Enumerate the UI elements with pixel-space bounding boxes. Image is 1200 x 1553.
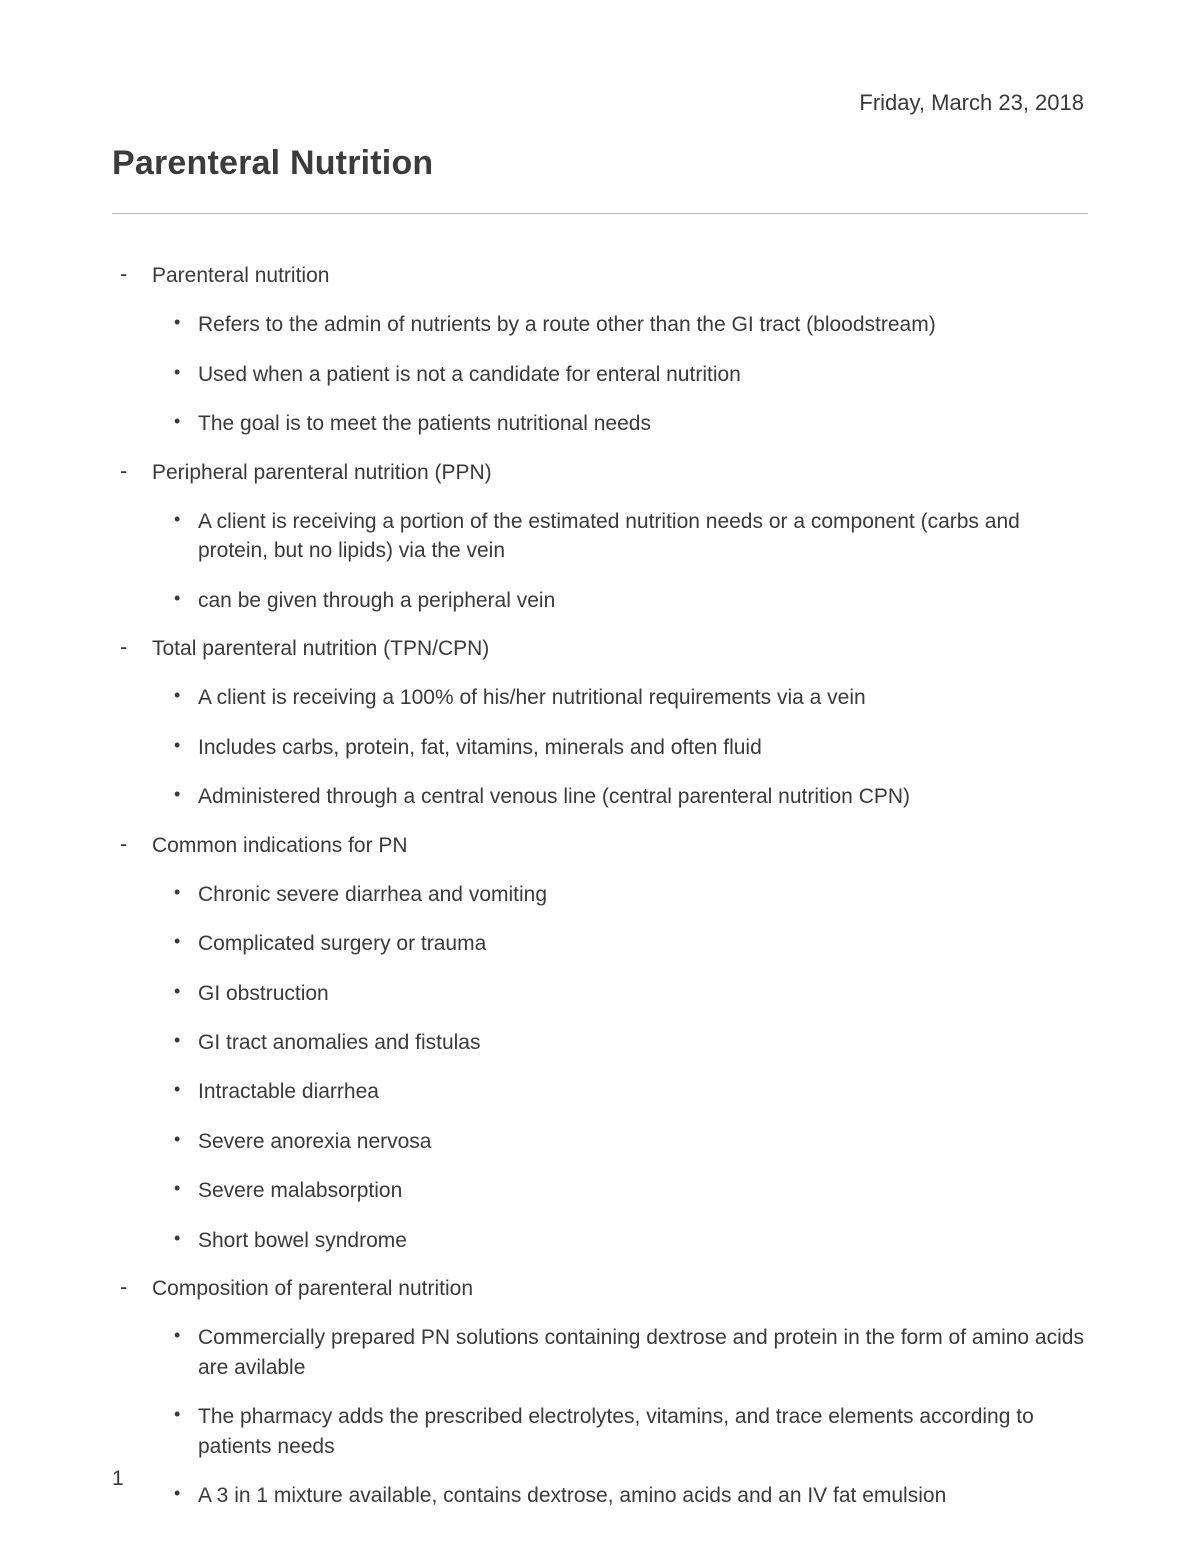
section-label: Peripheral parenteral nutrition (PPN)	[152, 461, 492, 484]
list-item: A client is receiving a portion of the e…	[174, 507, 1088, 566]
section-items: Chronic severe diarrhea and vomiting Com…	[152, 880, 1088, 1255]
outline-list: Parenteral nutrition Refers to the admin…	[112, 262, 1088, 1510]
list-item: A 3 in 1 mixture available, contains dex…	[174, 1481, 1088, 1510]
section-items: A client is receiving a 100% of his/her …	[152, 683, 1088, 811]
list-item: can be given through a peripheral vein	[174, 586, 1088, 615]
section-label: Total parenteral nutrition (TPN/CPN)	[152, 637, 489, 660]
list-item: Severe malabsorption	[174, 1176, 1088, 1205]
list-item: A client is receiving a 100% of his/her …	[174, 683, 1088, 712]
section-label: Parenteral nutrition	[152, 264, 329, 287]
list-item: Short bowel syndrome	[174, 1226, 1088, 1255]
list-item: GI obstruction	[174, 979, 1088, 1008]
list-item: Complicated surgery or trauma	[174, 929, 1088, 958]
list-item: Chronic severe diarrhea and vomiting	[174, 880, 1088, 909]
page-number: 1	[112, 1467, 124, 1491]
section-items: Commercially prepared PN solutions conta…	[152, 1323, 1088, 1510]
section: Composition of parenteral nutrition Comm…	[120, 1275, 1088, 1510]
list-item: Includes carbs, protein, fat, vitamins, …	[174, 733, 1088, 762]
list-item: GI tract anomalies and fistulas	[174, 1028, 1088, 1057]
section-items: Refers to the admin of nutrients by a ro…	[152, 310, 1088, 438]
document-title: Parenteral Nutrition	[112, 144, 1088, 183]
section-items: A client is receiving a portion of the e…	[152, 507, 1088, 615]
list-item: Refers to the admin of nutrients by a ro…	[174, 310, 1088, 339]
section: Common indications for PN Chronic severe…	[120, 832, 1088, 1255]
section: Parenteral nutrition Refers to the admin…	[120, 262, 1088, 439]
list-item: The pharmacy adds the prescribed electro…	[174, 1402, 1088, 1461]
title-divider	[112, 213, 1088, 214]
section-label: Composition of parenteral nutrition	[152, 1277, 473, 1300]
section: Peripheral parenteral nutrition (PPN) A …	[120, 459, 1088, 616]
list-item: Commercially prepared PN solutions conta…	[174, 1323, 1088, 1382]
list-item: Intractable diarrhea	[174, 1077, 1088, 1106]
list-item: Administered through a central venous li…	[174, 782, 1088, 811]
section-label: Common indications for PN	[152, 834, 408, 857]
list-item: The goal is to meet the patients nutriti…	[174, 409, 1088, 438]
list-item: Severe anorexia nervosa	[174, 1127, 1088, 1156]
section: Total parenteral nutrition (TPN/CPN) A c…	[120, 635, 1088, 812]
list-item: Used when a patient is not a candidate f…	[174, 360, 1088, 389]
document-date: Friday, March 23, 2018	[112, 90, 1088, 116]
